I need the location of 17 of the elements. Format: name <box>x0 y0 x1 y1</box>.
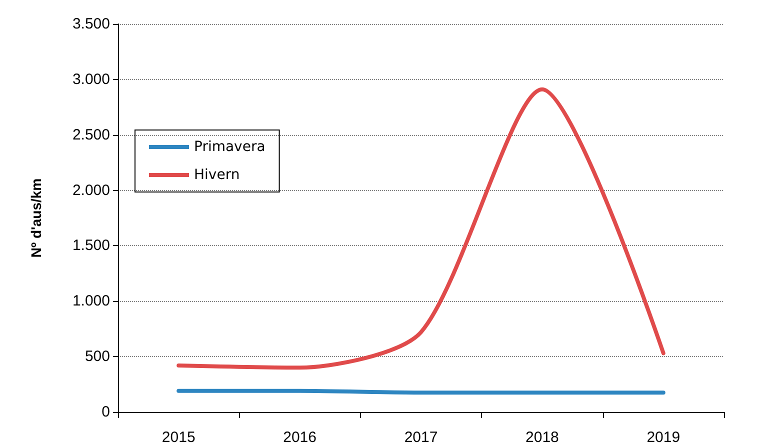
y-tick-label: 2.500 <box>72 126 110 144</box>
y-tick-label: 0 <box>102 404 110 420</box>
x-tick-label: 2019 <box>646 429 680 446</box>
y-tick-label: 500 <box>84 348 110 366</box>
x-tick-label: 2017 <box>404 429 438 446</box>
y-tick-label: 2.000 <box>72 182 110 199</box>
legend-label: Primavera <box>194 139 266 155</box>
x-tick-label: 2016 <box>283 429 316 446</box>
y-tick-label: 1.000 <box>72 292 110 310</box>
x-tick-label: 2015 <box>162 429 196 446</box>
y-tick-label: 3.500 <box>72 16 110 32</box>
y-tick-label: 1.500 <box>72 237 110 254</box>
y-axis-title: Nº d'aus/km <box>28 178 44 258</box>
line-series <box>176 87 666 370</box>
x-tick-label: 2018 <box>526 429 559 446</box>
legend-label: Hivern <box>194 167 240 183</box>
y-tick-label: 3.000 <box>72 70 110 88</box>
